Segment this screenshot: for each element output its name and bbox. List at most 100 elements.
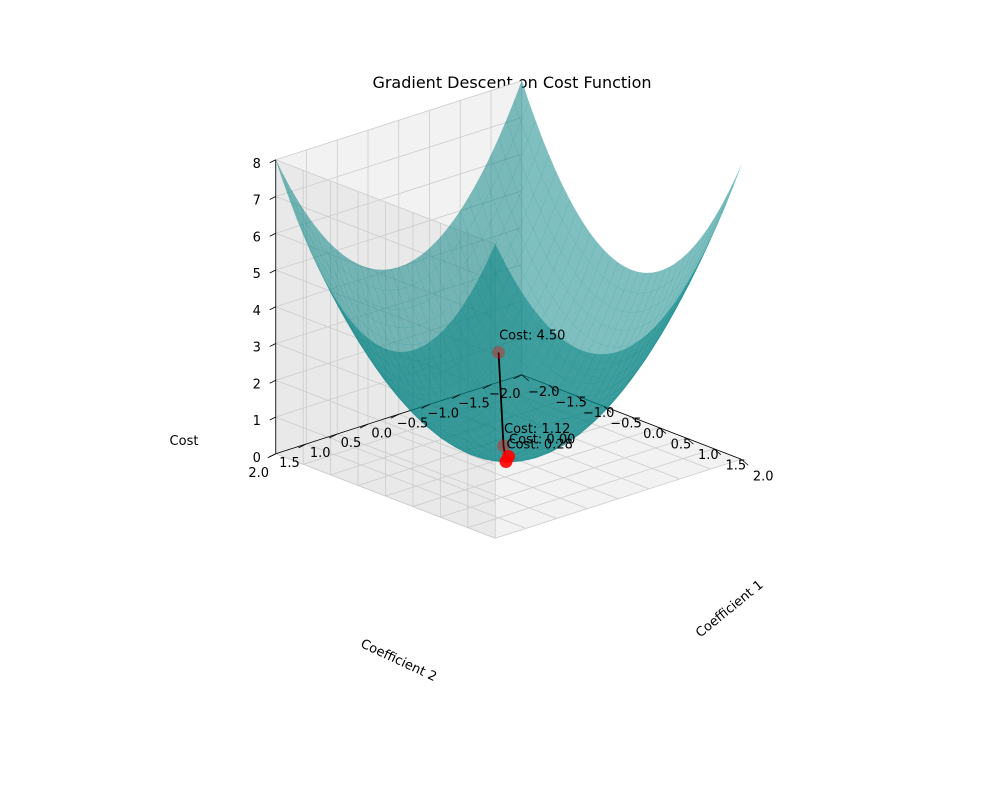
z-axis-ticks: 0 1 2 3 4 5 6 7 8 [253,157,276,466]
grid-line [275,80,522,161]
surface-patch [490,137,506,176]
y-tick [513,374,522,380]
y-tick [482,384,492,389]
z-tick [269,159,276,164]
surface-patch [413,254,429,281]
grid-line [275,453,496,539]
x-tick-label: 1.0 [698,448,719,463]
surface-patch [352,261,368,287]
z-tick [269,453,276,458]
z-tick-label: 7 [253,194,261,209]
z-tick [269,232,276,237]
surface-patch [513,80,529,123]
surface-patch [306,214,322,246]
surface-patch [444,221,460,253]
x-tick [521,374,530,382]
surface-patch [413,280,429,305]
surface-patch [726,165,742,201]
surface-patch [680,269,696,299]
z-tick [269,343,276,347]
surface-patch [534,318,550,343]
y-tick-label: −1.0 [427,407,459,422]
x-tick [740,458,749,466]
descent-point [502,450,515,463]
z-tick-label: 1 [253,414,261,429]
z-tick-label: 6 [253,230,261,245]
x-tick-label: −0.5 [610,416,642,431]
y-tick-label: −2.0 [489,387,521,402]
x-tick-label: −2.0 [528,385,560,400]
grid-line [275,416,496,502]
surface-patch [541,327,558,351]
y-axis-ticks: 2.0 1.5 1.0 0.5 0.0 −0.5−1.0−1.5−2.0 [248,374,522,481]
grid-line [367,423,588,509]
x-tick [658,427,667,434]
z-tick [269,379,276,384]
y-tick-label: 1.0 [310,446,331,461]
z-tick [269,269,276,274]
y-tick-label: 0.5 [341,436,362,451]
x-tick [603,406,612,413]
y-tick-label: −0.5 [397,416,429,431]
y-tick [421,404,430,409]
x-axis-label: Coefficient 1 [693,578,766,641]
z-tick-label: 4 [253,304,261,319]
surface-patch [712,194,728,228]
surface-patch [321,234,337,264]
descent-point-label: Cost: 0.28 [507,437,573,452]
y-tick [329,433,338,439]
x-tick [576,395,584,403]
z-tick-label: 2 [253,377,261,392]
descent-point [492,345,506,359]
chart-title: Gradient Descent on Cost Function [372,73,651,92]
z-tick [269,416,276,421]
x-tick-label: 2.0 [753,469,774,484]
y-tick [452,394,461,399]
surface-patch [488,243,504,276]
grid-line [275,379,496,466]
y-tick-label: 2.0 [248,466,269,481]
surface-patch [565,345,581,366]
x-tick [713,448,722,455]
surface-patch [275,159,291,196]
surface-patch [705,207,721,240]
z-tick-label: 3 [253,341,261,356]
descent-point-label: Cost: 4.50 [499,328,565,343]
y-tick [298,443,307,449]
surface-patch [482,190,498,226]
x-tick [631,416,639,424]
y-tick [359,423,369,429]
z-tick [269,306,276,311]
cost-surface [275,80,742,463]
descent-point [497,439,511,453]
x-tick-label: −1.5 [555,395,587,410]
surface-patch [367,267,383,291]
descent-point-label: Cost: 1.12 [504,422,570,437]
grid-line [275,153,522,234]
y-axis-label: Coefficient 2 [358,637,439,685]
z-axis-label: Cost [170,434,199,449]
z-tick [269,196,276,200]
surface-patch [343,270,360,297]
y-tick-label: 0.0 [371,426,392,441]
z-tick-label: 0 [253,451,261,466]
x-tick-label: 0.5 [671,438,692,453]
grid-line [275,117,522,197]
x-tick-label: −1.0 [583,406,615,421]
y-tick-label: −1.5 [458,397,490,412]
x-axis-ticks: −2.0−1.5−1.0−0.50.0 0.5 1.0 1.5 2.0 [521,374,774,484]
surface-patch [711,204,727,238]
x-tick [686,437,694,445]
y-tick [390,413,399,419]
descent-point-label: Cost: 0.00 [509,433,575,448]
y-tick-label: 1.5 [279,456,300,471]
surface-patch [665,295,680,322]
surface-patch [603,351,619,370]
z-tick-label: 5 [253,267,261,282]
x-tick-label: 0.0 [643,427,664,442]
surface-patch [359,281,375,306]
x-tick-label: 1.5 [725,459,746,474]
